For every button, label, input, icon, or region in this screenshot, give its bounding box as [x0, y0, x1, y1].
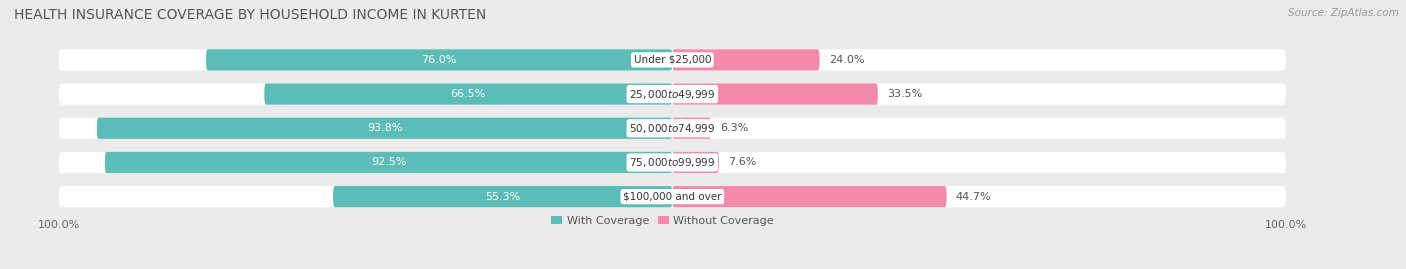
- FancyBboxPatch shape: [59, 118, 1286, 139]
- FancyBboxPatch shape: [59, 49, 1286, 70]
- FancyBboxPatch shape: [207, 49, 672, 70]
- Text: 93.8%: 93.8%: [367, 123, 402, 133]
- Text: $25,000 to $49,999: $25,000 to $49,999: [628, 88, 716, 101]
- FancyBboxPatch shape: [672, 49, 820, 70]
- Text: 92.5%: 92.5%: [371, 157, 406, 168]
- FancyBboxPatch shape: [59, 186, 1286, 207]
- Text: 55.3%: 55.3%: [485, 192, 520, 202]
- Text: Under $25,000: Under $25,000: [634, 55, 711, 65]
- FancyBboxPatch shape: [672, 118, 711, 139]
- Text: 100.0%: 100.0%: [38, 220, 80, 230]
- FancyBboxPatch shape: [672, 152, 718, 173]
- FancyBboxPatch shape: [97, 118, 672, 139]
- Text: 33.5%: 33.5%: [887, 89, 922, 99]
- Text: 76.0%: 76.0%: [422, 55, 457, 65]
- Text: 24.0%: 24.0%: [828, 55, 865, 65]
- Text: HEALTH INSURANCE COVERAGE BY HOUSEHOLD INCOME IN KURTEN: HEALTH INSURANCE COVERAGE BY HOUSEHOLD I…: [14, 8, 486, 22]
- Text: $100,000 and over: $100,000 and over: [623, 192, 721, 202]
- Text: 66.5%: 66.5%: [451, 89, 486, 99]
- Text: 44.7%: 44.7%: [956, 192, 991, 202]
- FancyBboxPatch shape: [672, 186, 946, 207]
- Text: 6.3%: 6.3%: [720, 123, 748, 133]
- FancyBboxPatch shape: [672, 83, 877, 105]
- Text: Source: ZipAtlas.com: Source: ZipAtlas.com: [1288, 8, 1399, 18]
- FancyBboxPatch shape: [333, 186, 672, 207]
- FancyBboxPatch shape: [59, 83, 1286, 105]
- Text: $75,000 to $99,999: $75,000 to $99,999: [628, 156, 716, 169]
- Text: $50,000 to $74,999: $50,000 to $74,999: [628, 122, 716, 135]
- Text: 7.6%: 7.6%: [728, 157, 756, 168]
- FancyBboxPatch shape: [59, 152, 1286, 173]
- Legend: With Coverage, Without Coverage: With Coverage, Without Coverage: [551, 216, 775, 226]
- FancyBboxPatch shape: [264, 83, 672, 105]
- Text: 100.0%: 100.0%: [1265, 220, 1308, 230]
- FancyBboxPatch shape: [105, 152, 672, 173]
